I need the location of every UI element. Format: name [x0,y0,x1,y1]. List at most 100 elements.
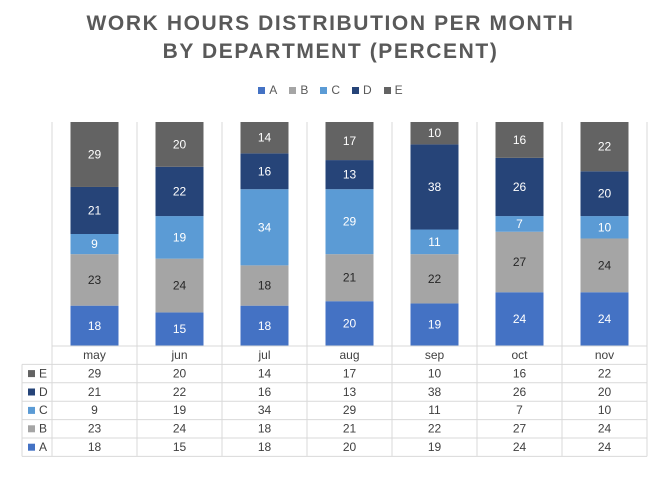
legend-swatch [320,86,328,94]
data-label: 16 [258,164,272,178]
table-cell: 24 [598,422,612,436]
table-cell: 20 [598,385,612,399]
bar-segment-d-sep [410,144,459,230]
data-label: 13 [343,168,357,182]
table-cell: 22 [598,366,612,380]
legend-swatch [383,86,391,94]
table-series-label: E [39,366,47,380]
data-label: 19 [173,230,187,244]
table-cell: 10 [598,403,612,417]
data-label: 27 [513,255,527,269]
table-legend-key-d [28,388,35,396]
table-cell: 13 [343,385,357,399]
category-label: jun [170,348,187,362]
table-cell: 22 [428,422,442,436]
legend-item-e: E [383,83,403,97]
data-label: 24 [513,312,527,326]
bar-segment-d-aug [325,160,374,190]
bar-segment-b-may [70,254,119,306]
chart-title-line-1: WORK HOURS DISTRIBUTION PER MONTH [86,12,575,35]
data-label: 18 [88,319,102,333]
bar-segment-a-jun [155,312,204,346]
category-label: aug [339,348,359,362]
table-cell: 18 [88,440,102,454]
table-cell: 11 [428,403,441,417]
table-series-label: C [39,403,48,417]
bar-segment-b-oct [495,231,544,293]
data-label: 20 [343,317,357,331]
bar-segment-d-may [70,186,119,234]
legend-label: D [363,83,372,97]
table-legend-key-c [28,406,35,414]
chart-title-line-2: BY DEPARTMENT (PERCENT) [162,40,499,63]
table-cell: 20 [343,440,357,454]
data-label: 22 [173,184,187,198]
table-legend-key-a [28,443,35,451]
bar-segment-d-nov [580,171,629,217]
table-cell: 23 [88,422,102,436]
data-label: 20 [598,187,612,201]
table-cell: 16 [258,385,272,399]
bar-segment-e-nov [580,122,629,172]
table-cell: 24 [598,440,612,454]
table-cell: 38 [428,385,442,399]
bar-segment-c-aug [325,189,374,255]
table-series-label: B [39,422,47,436]
bar-segment-a-aug [325,301,374,346]
bar-segment-e-jun [155,122,204,167]
legend-label: A [269,83,278,97]
bar-segment-a-oct [495,292,544,346]
table-series-label: A [39,440,47,454]
bar-segment-e-aug [325,122,374,161]
bar-segment-c-nov [580,216,629,239]
bar-segment-a-nov [580,292,629,346]
category-label: jul [257,348,270,362]
data-label: 14 [258,131,272,145]
category-label: sep [425,348,445,362]
table-cell: 29 [343,403,357,417]
data-label: 15 [173,322,187,336]
table-cell: 24 [513,440,527,454]
table-cell: 21 [343,422,357,436]
data-label: 17 [343,134,357,148]
data-label: 38 [428,180,442,194]
legend-label: E [394,83,403,97]
data-label: 22 [428,272,442,286]
data-label: 19 [428,318,442,332]
data-label: 23 [88,273,102,287]
table-cell: 18 [258,422,272,436]
table-series-label: D [39,385,48,399]
legend-swatch [258,86,266,94]
legend-item-a: A [258,83,277,97]
legend-label: B [300,83,309,97]
data-label: 10 [428,126,442,140]
bar-segment-e-jul [240,122,289,154]
data-label: 21 [343,271,357,285]
table-cell: 10 [428,366,442,380]
bar-segment-c-oct [495,216,544,232]
table-cell: 15 [173,440,187,454]
data-label: 29 [88,147,102,161]
table-cell: 19 [428,440,442,454]
table-cell: 26 [513,385,527,399]
bar-segment-a-sep [410,303,459,346]
chart-legend: A B C D E [0,83,661,97]
bar-segment-b-jul [240,265,289,306]
category-label: may [83,348,106,362]
data-label: 11 [428,235,441,249]
bar-segment-d-jul [240,153,289,190]
category-label: nov [595,348,614,362]
category-label: oct [511,348,528,362]
bar-segment-e-sep [410,122,459,145]
bar-segment-a-may [70,305,119,346]
bar-segment-c-jul [240,189,289,266]
bar-segment-b-aug [325,254,374,302]
data-label: 22 [598,140,612,154]
legend-item-c: C [320,83,340,97]
table-cell: 29 [88,366,102,380]
legend-label: C [331,83,340,97]
data-label: 18 [258,319,272,333]
table-cell: 20 [173,366,187,380]
legend-item-b: B [289,83,308,97]
